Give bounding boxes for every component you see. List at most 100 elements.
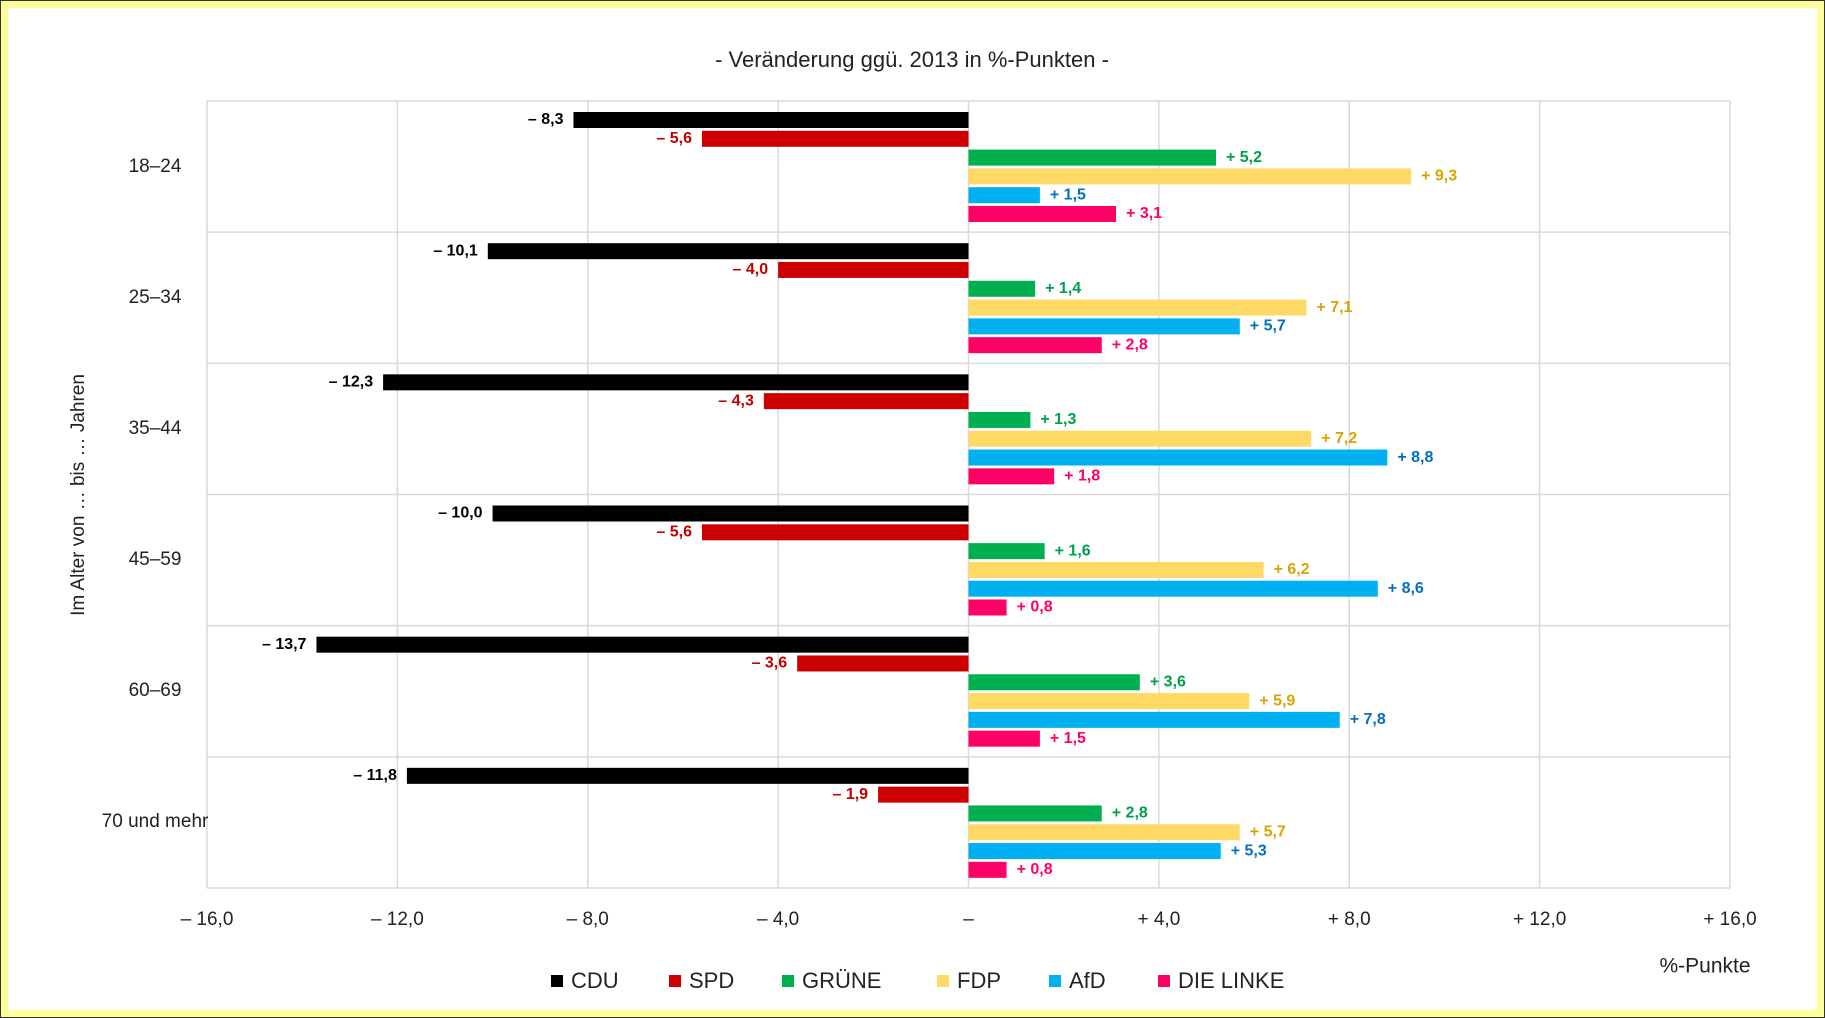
value-label: + 5,7 xyxy=(1250,318,1286,335)
bar xyxy=(797,655,969,672)
bar xyxy=(492,505,969,522)
value-label: + 0,8 xyxy=(1017,599,1053,616)
legend-label: GRÜNE xyxy=(802,968,881,993)
value-label: – 5,6 xyxy=(656,130,692,147)
value-label: + 1,8 xyxy=(1064,468,1100,485)
bar xyxy=(968,824,1240,841)
x-tick-label: – 12,0 xyxy=(371,909,424,930)
bar xyxy=(968,411,1031,428)
value-label: – 13,7 xyxy=(262,636,307,653)
x-tick-label: + 16,0 xyxy=(1703,909,1756,930)
bar xyxy=(968,711,1340,728)
bar xyxy=(878,786,969,803)
y-axis-label: Im Alter von … bis … Jahren xyxy=(68,374,89,616)
bar xyxy=(968,468,1055,485)
value-label: + 7,2 xyxy=(1321,430,1357,447)
legend-label: AfD xyxy=(1069,968,1106,993)
value-label: + 1,6 xyxy=(1055,542,1091,559)
bar xyxy=(968,543,1045,560)
value-label: – 5,6 xyxy=(656,524,692,541)
value-label: + 2,8 xyxy=(1112,805,1148,822)
value-label: – 4,3 xyxy=(718,392,754,409)
legend-label: DIE LINKE xyxy=(1178,968,1284,993)
legend-swatch xyxy=(551,975,563,987)
value-label: + 1,5 xyxy=(1050,186,1086,203)
legend-label: SPD xyxy=(689,968,734,993)
category-label: 18–24 xyxy=(128,155,182,177)
value-label: + 8,6 xyxy=(1388,580,1424,597)
bar xyxy=(968,187,1040,204)
value-label: – 11,8 xyxy=(353,767,397,784)
value-label: + 8,8 xyxy=(1397,449,1433,466)
category-label: 25–34 xyxy=(128,286,182,308)
bar xyxy=(763,393,969,410)
bar xyxy=(573,112,969,128)
value-label: + 1,5 xyxy=(1050,730,1086,747)
x-tick-label: – 16,0 xyxy=(181,909,234,930)
legend-swatch xyxy=(1158,975,1170,987)
value-label: + 1,3 xyxy=(1040,411,1076,428)
bar xyxy=(383,374,969,391)
value-label: + 1,4 xyxy=(1045,280,1081,297)
value-label: + 2,8 xyxy=(1112,336,1148,353)
bar xyxy=(701,524,969,541)
value-label: + 7,8 xyxy=(1350,711,1386,728)
bar xyxy=(968,280,1036,297)
bar xyxy=(968,337,1102,354)
value-label: + 5,2 xyxy=(1226,149,1262,166)
value-label: + 5,3 xyxy=(1231,842,1267,859)
bar xyxy=(968,430,1312,447)
category-label: 35–44 xyxy=(128,417,182,439)
value-label: – 1,9 xyxy=(832,786,868,803)
bar xyxy=(487,243,969,260)
x-tick-label: + 4,0 xyxy=(1137,909,1180,930)
bar xyxy=(968,693,1250,710)
value-label: – 8,3 xyxy=(528,111,564,128)
bar xyxy=(968,674,1140,691)
bar xyxy=(968,805,1102,822)
value-label: + 5,7 xyxy=(1250,823,1286,840)
x-unit: %-Punkte xyxy=(1659,955,1750,978)
legend-label: FDP xyxy=(957,968,1001,993)
value-label: – 12,3 xyxy=(329,374,374,391)
legend-swatch xyxy=(782,975,794,987)
value-label: + 3,6 xyxy=(1150,673,1186,690)
legend-swatch xyxy=(1049,975,1061,987)
x-tick-label: – xyxy=(963,909,974,930)
bar xyxy=(778,261,969,278)
bar xyxy=(968,843,1221,860)
category-label: 45–59 xyxy=(128,549,182,571)
category-label: 60–69 xyxy=(128,680,182,702)
bar xyxy=(968,730,1040,747)
value-label: + 3,1 xyxy=(1126,205,1162,222)
value-label: + 0,8 xyxy=(1017,861,1053,878)
bar xyxy=(968,318,1240,335)
x-tick-label: – 8,0 xyxy=(567,909,609,930)
value-label: + 6,2 xyxy=(1274,561,1310,578)
bar xyxy=(406,767,969,784)
bar xyxy=(968,449,1388,466)
value-label: + 7,1 xyxy=(1316,299,1352,316)
value-label: – 10,1 xyxy=(433,242,478,259)
bar xyxy=(968,168,1412,185)
category-label: 70 und mehr xyxy=(101,811,209,833)
value-label: – 3,6 xyxy=(752,655,788,672)
legend-label: CDU xyxy=(571,968,619,993)
legend-swatch xyxy=(669,975,681,987)
bar xyxy=(968,599,1007,616)
bar xyxy=(968,206,1117,222)
bar xyxy=(316,636,969,653)
bar xyxy=(968,299,1307,316)
value-label: + 5,9 xyxy=(1259,692,1295,709)
value-label: – 10,0 xyxy=(438,505,483,522)
value-label: – 4,0 xyxy=(733,261,769,278)
legend-swatch xyxy=(937,975,949,987)
bar xyxy=(968,561,1264,578)
x-tick-label: + 8,0 xyxy=(1328,909,1371,930)
bar xyxy=(968,149,1216,166)
x-tick-label: – 4,0 xyxy=(757,909,799,930)
bar xyxy=(968,861,1007,878)
value-label: + 9,3 xyxy=(1421,168,1457,185)
